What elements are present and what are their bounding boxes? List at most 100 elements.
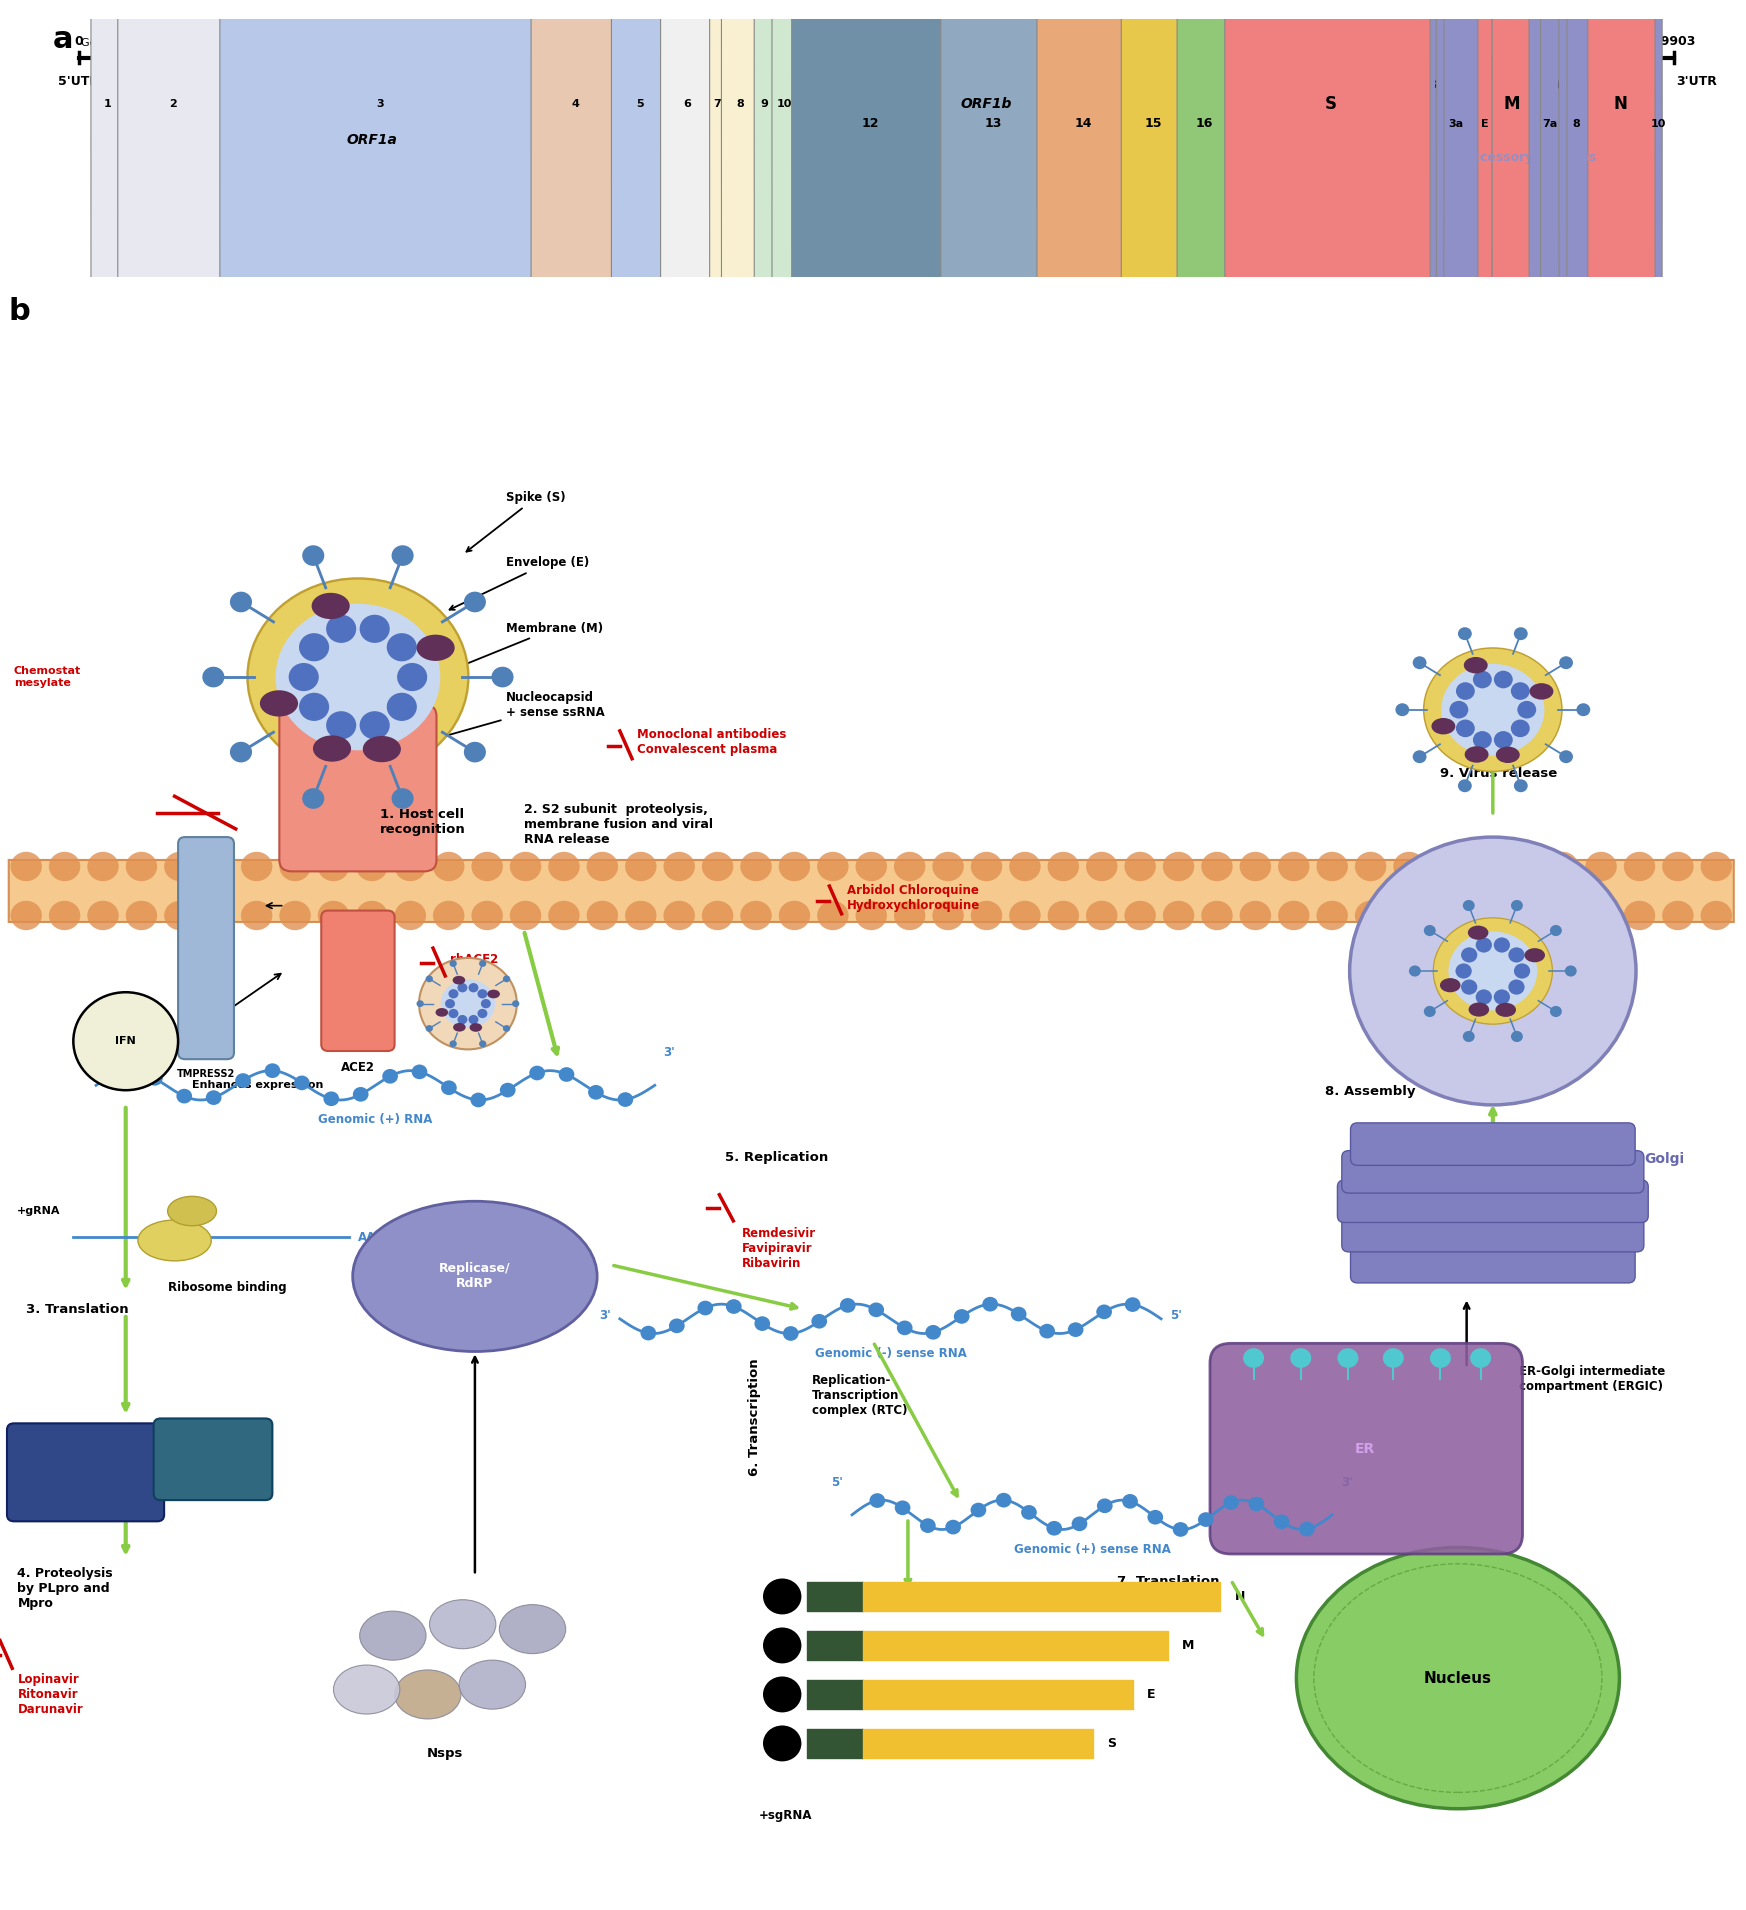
- FancyBboxPatch shape: [7, 1423, 164, 1522]
- Circle shape: [323, 1091, 339, 1106]
- FancyBboxPatch shape: [1226, 0, 1437, 1910]
- Ellipse shape: [1468, 926, 1488, 940]
- Circle shape: [1393, 902, 1425, 930]
- Text: N: N: [1613, 96, 1627, 113]
- Circle shape: [327, 711, 356, 739]
- Circle shape: [782, 1326, 798, 1341]
- Circle shape: [840, 1299, 856, 1312]
- Text: 8. Assembly: 8. Assembly: [1325, 1085, 1416, 1098]
- Circle shape: [433, 852, 464, 881]
- Circle shape: [1662, 902, 1694, 930]
- Text: 4. Proteolysis
by PLpro and
Mpro: 4. Proteolysis by PLpro and Mpro: [17, 1566, 113, 1610]
- FancyBboxPatch shape: [279, 705, 436, 871]
- Text: 3b: 3b: [1435, 74, 1446, 88]
- Circle shape: [856, 902, 887, 930]
- Circle shape: [1463, 900, 1475, 911]
- Circle shape: [471, 852, 503, 881]
- Circle shape: [457, 984, 468, 993]
- Circle shape: [1395, 703, 1409, 716]
- Text: Non-Structural Proteins (Nsps): Non-Structural Proteins (Nsps): [506, 69, 772, 82]
- Circle shape: [817, 852, 849, 881]
- Circle shape: [1495, 938, 1510, 953]
- Circle shape: [449, 1008, 459, 1018]
- Circle shape: [449, 989, 459, 999]
- Circle shape: [442, 1081, 457, 1094]
- Circle shape: [1559, 657, 1573, 668]
- Circle shape: [1009, 902, 1041, 930]
- Circle shape: [1163, 902, 1194, 930]
- Circle shape: [1701, 902, 1732, 930]
- Circle shape: [1470, 902, 1502, 930]
- FancyBboxPatch shape: [531, 0, 620, 1910]
- Circle shape: [117, 1064, 133, 1079]
- Circle shape: [894, 852, 925, 881]
- Text: M: M: [1182, 1639, 1194, 1652]
- Circle shape: [433, 902, 464, 930]
- Circle shape: [1458, 779, 1472, 793]
- Circle shape: [1278, 902, 1310, 930]
- Text: 8: 8: [735, 99, 744, 109]
- Circle shape: [559, 1068, 574, 1081]
- Text: Nucleocapsid
+ sense ssRNA: Nucleocapsid + sense ssRNA: [428, 691, 606, 743]
- Circle shape: [897, 1320, 913, 1335]
- Text: 5. Replication: 5. Replication: [725, 1150, 828, 1163]
- Circle shape: [618, 1093, 634, 1108]
- Circle shape: [73, 991, 178, 1091]
- Circle shape: [203, 852, 234, 881]
- Circle shape: [1550, 924, 1563, 936]
- Ellipse shape: [1468, 1003, 1489, 1016]
- Text: 1: 1: [103, 99, 112, 109]
- Circle shape: [953, 1308, 969, 1324]
- Circle shape: [702, 902, 733, 930]
- Circle shape: [478, 961, 487, 966]
- Circle shape: [203, 667, 225, 688]
- Text: 7. Translation: 7. Translation: [1117, 1576, 1220, 1589]
- Text: Accessory Proteins: Accessory Proteins: [1463, 151, 1596, 164]
- Ellipse shape: [1465, 747, 1489, 762]
- Circle shape: [868, 1303, 883, 1318]
- Circle shape: [1243, 1348, 1264, 1368]
- Circle shape: [817, 902, 849, 930]
- Text: b: b: [9, 296, 30, 325]
- Circle shape: [1316, 852, 1348, 881]
- Circle shape: [763, 1578, 801, 1614]
- Text: ORF1b: ORF1b: [960, 97, 1011, 111]
- Circle shape: [512, 1001, 519, 1007]
- Circle shape: [147, 1072, 162, 1085]
- Circle shape: [1355, 852, 1386, 881]
- Text: 7a: 7a: [1542, 118, 1557, 128]
- Circle shape: [1624, 902, 1655, 930]
- Circle shape: [236, 1073, 251, 1089]
- Circle shape: [754, 1316, 770, 1331]
- Circle shape: [1517, 701, 1536, 718]
- Text: 1. Host cell
recognition: 1. Host cell recognition: [379, 808, 466, 837]
- Circle shape: [1495, 670, 1512, 688]
- Ellipse shape: [470, 1024, 482, 1031]
- Text: 10: 10: [1652, 118, 1666, 128]
- Circle shape: [1432, 902, 1463, 930]
- Circle shape: [1577, 703, 1591, 716]
- FancyBboxPatch shape: [1121, 0, 1186, 1910]
- Circle shape: [510, 902, 541, 930]
- Circle shape: [763, 1627, 801, 1664]
- Circle shape: [10, 852, 42, 881]
- Ellipse shape: [360, 1612, 426, 1660]
- Circle shape: [548, 852, 580, 881]
- Circle shape: [1021, 1505, 1037, 1520]
- Ellipse shape: [333, 1666, 400, 1713]
- Circle shape: [1470, 1348, 1491, 1368]
- FancyBboxPatch shape: [1437, 0, 1444, 386]
- Text: AAA...: AAA...: [358, 1230, 400, 1243]
- Circle shape: [1350, 837, 1636, 1104]
- Ellipse shape: [353, 1201, 597, 1352]
- Circle shape: [779, 902, 810, 930]
- Text: 2: 2: [169, 99, 176, 109]
- Text: 5': 5': [831, 1476, 843, 1488]
- Circle shape: [1423, 924, 1435, 936]
- Circle shape: [1069, 1322, 1084, 1337]
- Circle shape: [395, 852, 426, 881]
- Text: 6: 6: [683, 99, 691, 109]
- Text: Genomic (+) RNA: Genomic (+) RNA: [318, 1114, 433, 1127]
- Circle shape: [1201, 852, 1233, 881]
- Circle shape: [470, 1093, 485, 1108]
